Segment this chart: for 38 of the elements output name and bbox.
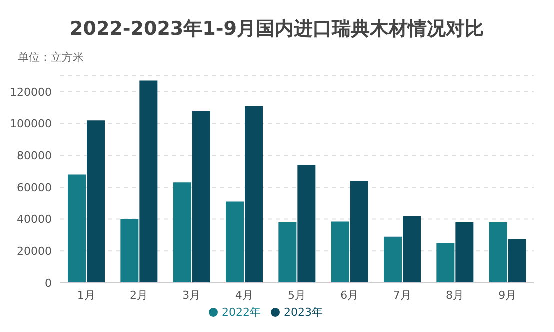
y-tick-label: 60000 xyxy=(17,181,52,194)
bar xyxy=(68,174,86,283)
bar xyxy=(508,239,526,283)
bar xyxy=(192,111,210,283)
x-tick-label: 1月 xyxy=(77,288,96,302)
x-tick-label: 7月 xyxy=(393,288,412,302)
bar xyxy=(489,222,508,283)
bar xyxy=(298,165,316,283)
bar xyxy=(456,222,474,283)
x-tick-label: 9月 xyxy=(498,288,517,302)
bar xyxy=(226,202,244,283)
y-tick-label: 0 xyxy=(45,276,52,290)
y-tick-label: 20000 xyxy=(17,245,52,258)
bar xyxy=(350,181,368,283)
y-tick-label: 40000 xyxy=(17,213,52,226)
x-tick-label: 5月 xyxy=(288,288,306,302)
bar xyxy=(120,219,139,283)
bar xyxy=(245,106,263,283)
bar xyxy=(384,236,402,283)
x-tick-label: 3月 xyxy=(182,288,201,302)
y-tick-label: 120000 xyxy=(10,86,52,99)
bar xyxy=(140,80,158,283)
bar xyxy=(173,182,192,283)
y-tick-label: 100000 xyxy=(10,118,52,131)
bar xyxy=(331,222,350,283)
bar xyxy=(436,243,455,283)
legend-label: 2022年 xyxy=(222,306,261,319)
chart-title: 2022-2023年1-9月国内进口瑞典木材情况对比 xyxy=(69,17,485,42)
bar xyxy=(403,216,421,283)
legend-label: 2023年 xyxy=(284,306,323,319)
y-tick-label: 80000 xyxy=(17,150,52,163)
y-axis-title: 单位：立方米 xyxy=(18,50,84,65)
bar xyxy=(87,120,105,283)
x-tick-label: 6月 xyxy=(340,288,359,302)
x-tick-label: 2月 xyxy=(130,288,148,302)
x-tick-label: 4月 xyxy=(235,288,254,302)
x-tick-label: 8月 xyxy=(446,288,464,302)
bar xyxy=(278,222,297,283)
